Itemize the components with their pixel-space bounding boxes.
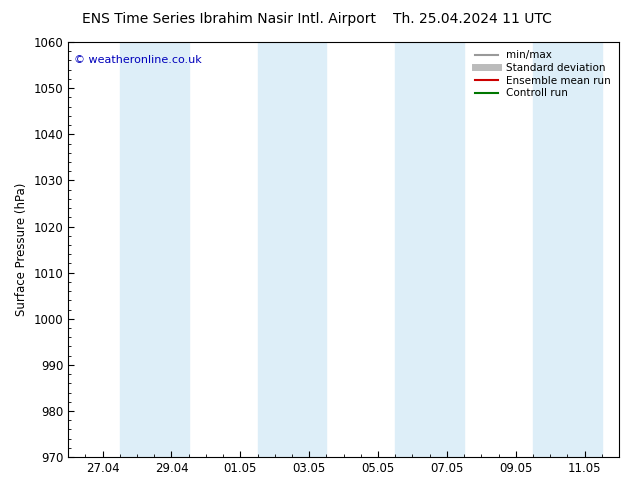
Text: © weatheronline.co.uk: © weatheronline.co.uk — [74, 54, 202, 65]
Y-axis label: Surface Pressure (hPa): Surface Pressure (hPa) — [15, 183, 28, 316]
Text: ENS Time Series Ibrahim Nasir Intl. Airport: ENS Time Series Ibrahim Nasir Intl. Airp… — [82, 12, 377, 26]
Bar — [533, 42, 602, 457]
Bar — [395, 42, 464, 457]
Bar — [120, 42, 189, 457]
Bar — [257, 42, 327, 457]
Legend: min/max, Standard deviation, Ensemble mean run, Controll run: min/max, Standard deviation, Ensemble me… — [472, 47, 614, 101]
Text: Th. 25.04.2024 11 UTC: Th. 25.04.2024 11 UTC — [392, 12, 552, 26]
